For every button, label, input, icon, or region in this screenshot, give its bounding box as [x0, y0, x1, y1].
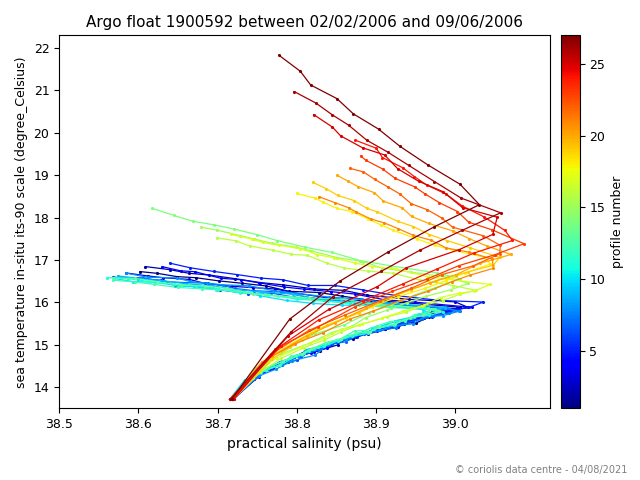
X-axis label: practical salinity (psu): practical salinity (psu) [227, 437, 382, 451]
Text: © coriolis data centre - 04/08/2021: © coriolis data centre - 04/08/2021 [455, 465, 627, 475]
Y-axis label: profile number: profile number [611, 176, 624, 268]
Title: Argo float 1900592 between 02/02/2006 and 09/06/2006: Argo float 1900592 between 02/02/2006 an… [86, 15, 524, 30]
Y-axis label: sea temperature in-situ its-90 scale (degree_Celsius): sea temperature in-situ its-90 scale (de… [15, 56, 28, 387]
